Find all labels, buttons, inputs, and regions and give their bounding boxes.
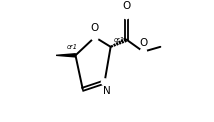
Circle shape <box>123 12 130 19</box>
Text: or1: or1 <box>66 44 77 50</box>
Text: O: O <box>122 1 131 11</box>
Text: N: N <box>103 86 110 96</box>
Polygon shape <box>56 54 76 57</box>
Circle shape <box>101 79 108 85</box>
Text: O: O <box>91 23 99 33</box>
Circle shape <box>91 34 98 41</box>
Text: O: O <box>139 38 147 48</box>
Circle shape <box>140 49 147 55</box>
Text: or1: or1 <box>114 37 125 43</box>
